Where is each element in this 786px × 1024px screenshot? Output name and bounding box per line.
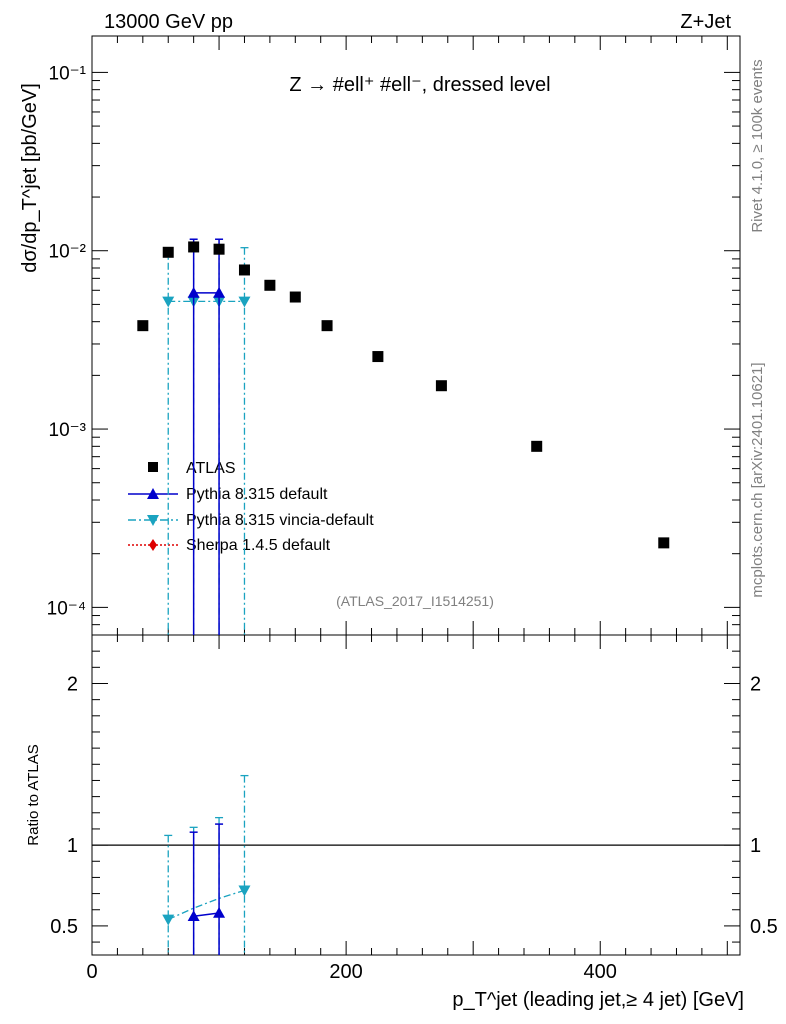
legend-entry-pythia-default: Pythia 8.315 default bbox=[128, 486, 328, 503]
y-tick-label: 10⁻¹ bbox=[49, 63, 87, 84]
ratio-tick-label-right: 0.5 bbox=[750, 916, 778, 938]
legend-label-atlas: ATLAS bbox=[186, 460, 236, 477]
ratio-tick-label: 2 bbox=[67, 673, 78, 695]
ratio-tick-label: 0.5 bbox=[50, 916, 78, 938]
atlas-point bbox=[435, 380, 447, 392]
y-tick-label: 10⁻⁴ bbox=[47, 598, 86, 619]
x-tick-label: 400 bbox=[584, 961, 617, 983]
x-tick-label: 0 bbox=[86, 961, 97, 983]
atlas-point bbox=[321, 320, 333, 332]
y-tick-label: 10⁻³ bbox=[49, 420, 87, 441]
legend-marker-pythia-vincia bbox=[147, 515, 159, 526]
vincia-ratio-line bbox=[167, 889, 245, 921]
y-tick-label: 10⁻² bbox=[49, 242, 87, 263]
legend-marker-atlas bbox=[148, 462, 158, 472]
atlas-point bbox=[188, 241, 200, 253]
atlas-point bbox=[238, 264, 250, 276]
mcplots-label: mcplots.cern.ch [arXiv:2401.10621] bbox=[749, 362, 766, 597]
vincia-point bbox=[162, 296, 175, 308]
energy-label: 13000 GeV pp bbox=[104, 11, 233, 33]
x-tick-label: 200 bbox=[329, 961, 362, 983]
pythia-point bbox=[187, 286, 200, 298]
axis-ticks: 0 200 400 10⁻¹ 10⁻² 10⁻³ 10⁻⁴ 0.5 0.5 1 1 2 2 bbox=[47, 36, 778, 983]
legend-marker-sherpa bbox=[149, 539, 157, 551]
ratio-points bbox=[92, 774, 740, 955]
vincia-point bbox=[238, 296, 251, 308]
plot-title: Z → #ell⁺ #ell⁻, dressed level bbox=[289, 74, 550, 96]
atlas-point bbox=[213, 243, 225, 255]
pythia-ratio-point bbox=[187, 910, 200, 922]
atlas-point bbox=[137, 320, 149, 332]
legend-entry-sherpa: Sherpa 1.4.5 default bbox=[128, 537, 331, 554]
legend-entry-atlas: ATLAS bbox=[148, 460, 236, 477]
analysis-id-label: (ATLAS_2017_I1514251) bbox=[336, 593, 494, 609]
vincia-ratio-point bbox=[162, 914, 175, 926]
legend-label-pythia-default: Pythia 8.315 default bbox=[186, 486, 328, 503]
legend-marker-pythia-default bbox=[147, 488, 159, 499]
rivet-label: Rivet 4.1.0, ≥ 100k events bbox=[749, 59, 766, 232]
atlas-point bbox=[264, 279, 276, 291]
legend-label-sherpa: Sherpa 1.4.5 default bbox=[186, 537, 331, 554]
ratio-tick-label: 1 bbox=[67, 835, 78, 857]
vincia-ratio-point bbox=[238, 885, 251, 897]
atlas-point bbox=[658, 537, 670, 549]
x-axis-title: p_T^jet (leading jet,≥ 4 jet) [GeV] bbox=[452, 989, 744, 1011]
ratio-y-axis-title: Ratio to ATLAS bbox=[25, 744, 42, 845]
legend: ATLAS Pythia 8.315 default Pythia 8.315 … bbox=[128, 460, 374, 554]
atlas-point bbox=[289, 291, 301, 303]
pythia-ratio-point bbox=[213, 906, 226, 918]
legend-entry-pythia-vincia: Pythia 8.315 vincia-default bbox=[128, 512, 374, 529]
data-points bbox=[137, 238, 670, 635]
pythia-ratio-line bbox=[193, 912, 220, 917]
atlas-point bbox=[531, 440, 543, 452]
y-axis-title: dσ/dp_T^jet [pb/GeV] bbox=[19, 83, 41, 273]
legend-label-pythia-vincia: Pythia 8.315 vincia-default bbox=[186, 512, 374, 529]
pythia-point bbox=[213, 286, 226, 298]
ratio-tick-label-right: 2 bbox=[750, 673, 761, 695]
atlas-point bbox=[372, 351, 384, 363]
process-label: Z+Jet bbox=[680, 11, 731, 33]
ratio-plot-frame bbox=[91, 634, 741, 956]
atlas-point bbox=[162, 246, 174, 258]
ratio-tick-label-right: 1 bbox=[750, 835, 761, 857]
